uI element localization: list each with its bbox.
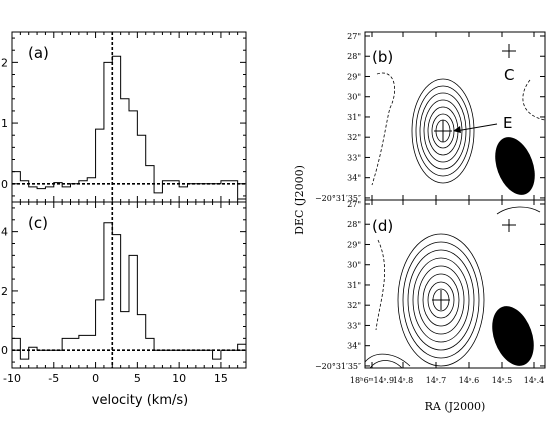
dec-tick-label: 29" <box>347 72 361 81</box>
spectrum-panel-label: (c) <box>28 214 48 232</box>
ra-tick-label: 14ˢ.4 <box>524 376 545 385</box>
x-tick-label: -10 <box>3 372 21 385</box>
spectrum-panel-c: 0 2 4 (c) -10 -5 0 5 10 15 <box>1 201 247 385</box>
map-b-label: (b) <box>372 48 393 66</box>
ra-tick-label: 18ʰ6ᵐ14ˢ.9 <box>350 376 394 385</box>
spectrum-x-axis-label: velocity (km/s) <box>92 393 188 408</box>
map-panel-d: (d) 27" 28" 29" 30" 31" 32" 33" 34" −20°31′35″ 1… <box>315 32 546 385</box>
dec-tick-label: 29" <box>347 240 361 249</box>
y-tick-label: 0 <box>1 344 8 357</box>
source-c-label: C <box>504 66 514 84</box>
dec-tick-label: 30" <box>347 261 361 270</box>
ra-tick-label: 14ˢ.8 <box>393 376 414 385</box>
dec-tick-label: −20°31′35″ <box>315 362 361 371</box>
dec-tick-label: 32" <box>347 133 361 142</box>
dec-tick-label: −20°31′35″ <box>315 194 361 203</box>
x-tick-label: 10 <box>172 372 186 385</box>
spectrum-histogram <box>12 222 246 360</box>
map-d-contours <box>364 206 541 369</box>
dec-tick-label: 28" <box>347 220 361 229</box>
y-tick-label: 1 <box>1 117 8 130</box>
map-b-dec-ticks: 27" 28" 29" 30" 31" 32" 33" 34" −20°31′35″ <box>315 32 545 203</box>
beam-ellipse-b <box>495 137 535 195</box>
map-d-dec-ticks: 27" 28" 29" 30" 31" 32" 33" 34" −20°31′35″ <box>315 200 545 371</box>
dec-tick-label: 30" <box>347 93 361 102</box>
dec-tick-label: 34" <box>347 342 361 351</box>
y-tick-label: 0 <box>1 178 8 191</box>
map-x-axis-label: RA (J2000) <box>425 400 486 413</box>
source-cross-d <box>432 290 450 310</box>
source-e-label: E <box>503 114 512 132</box>
map-d-frame <box>364 199 546 369</box>
dec-tick-label: 31" <box>347 281 361 290</box>
map-panel-b: (b) C E 27" 28" 29" 30" 31" 32" 33" 34" −20°31′3… <box>315 31 546 203</box>
source-c-cross <box>502 44 516 58</box>
dec-tick-label: 27" <box>347 200 361 209</box>
dec-tick-label: 31" <box>347 113 361 122</box>
dec-tick-label: 33" <box>347 321 361 330</box>
x-tick-label: 5 <box>134 372 141 385</box>
map-y-axis-label: DEC (J2000) <box>293 165 306 235</box>
spectrum-panel-label: (a) <box>28 44 49 62</box>
x-tick-label: 15 <box>214 372 228 385</box>
source-e-arrow <box>455 123 498 132</box>
dec-tick-label: 27" <box>347 32 361 41</box>
dec-tick-label: 28" <box>347 52 361 61</box>
dec-tick-label: 33" <box>347 153 361 162</box>
beam-ellipse-d <box>492 306 534 366</box>
spectrum-histogram <box>12 55 246 200</box>
y-tick-label: 2 <box>1 56 8 69</box>
dec-tick-label: 34" <box>347 174 361 183</box>
ra-tick-label: 14ˢ.5 <box>492 376 513 385</box>
spectrum-panel-a: 0 1 2 (a) <box>1 31 247 203</box>
y-tick-label: 2 <box>1 285 8 298</box>
x-tick-label: 0 <box>92 372 99 385</box>
source-e-cross <box>434 120 452 142</box>
map-d-label: (d) <box>372 217 393 235</box>
ra-tick-label: 14ˢ.7 <box>426 376 447 385</box>
dec-tick-label: 32" <box>347 301 361 310</box>
arrow-head <box>453 126 461 133</box>
ra-tick-label: 14ˢ.6 <box>459 376 480 385</box>
x-tick-label: -5 <box>48 372 59 385</box>
source-c-cross-d <box>502 219 516 232</box>
y-tick-label: 4 <box>1 226 8 239</box>
